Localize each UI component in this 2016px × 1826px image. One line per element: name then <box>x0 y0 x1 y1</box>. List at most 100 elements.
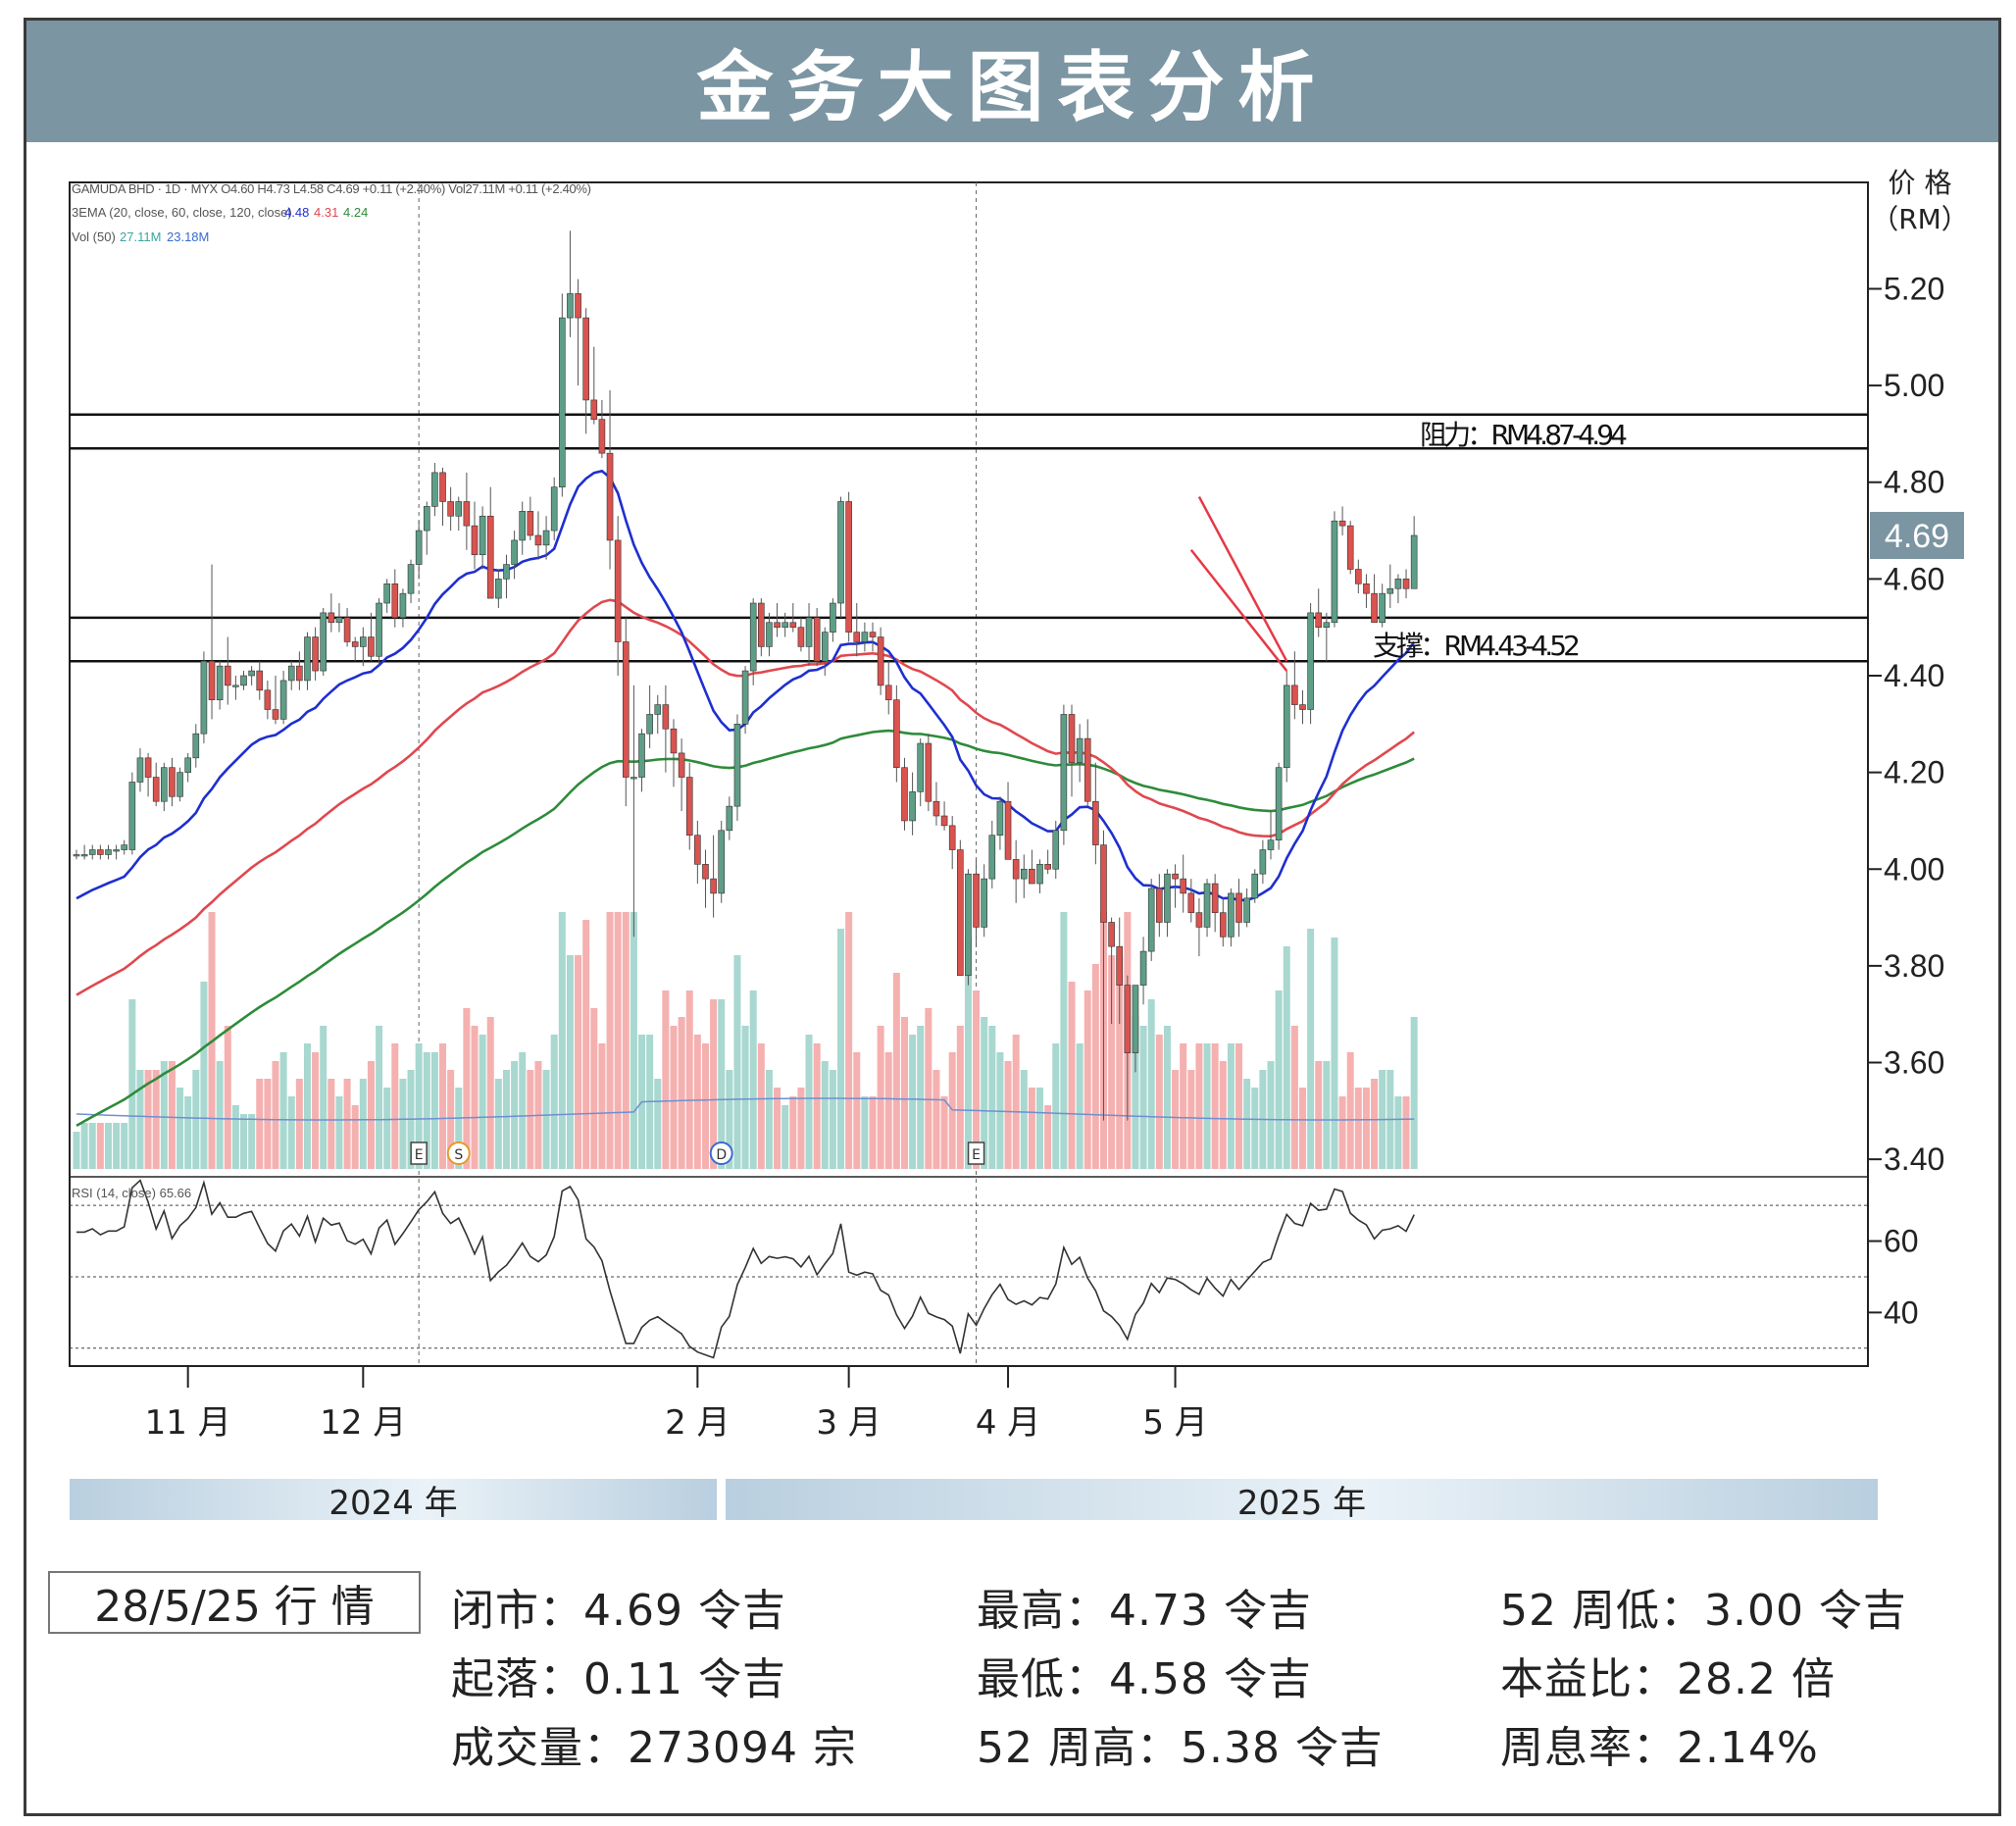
volume-bar <box>1132 1017 1139 1169</box>
volume-bar <box>909 1035 917 1169</box>
volume-bar <box>463 1008 471 1169</box>
volume-bar <box>128 999 136 1169</box>
volume-bar <box>88 1123 96 1169</box>
candle-body <box>407 564 415 594</box>
volume-bar <box>622 912 630 1169</box>
volume-bar <box>383 1088 391 1169</box>
volume-bar <box>1012 1035 1020 1169</box>
candle-body <box>335 617 343 624</box>
volume-bar <box>527 1070 534 1169</box>
candle-body <box>965 873 972 977</box>
volume-bar <box>1298 1088 1306 1169</box>
candle-body <box>1139 950 1147 986</box>
candle-body <box>399 592 407 619</box>
volume-bar <box>1346 1052 1354 1169</box>
candle-body <box>1020 868 1028 880</box>
volume-bar <box>693 1035 701 1169</box>
candle-body <box>264 689 272 710</box>
volume-bar <box>1402 1096 1410 1169</box>
volume-bar <box>1267 1061 1275 1169</box>
volume-bar <box>590 1008 598 1169</box>
candle-body <box>630 777 637 780</box>
candle-body <box>224 665 231 686</box>
volume-bar <box>279 1052 287 1169</box>
volume-bar <box>1147 999 1155 1169</box>
volume-bar <box>494 1079 502 1169</box>
candle-body <box>893 699 900 768</box>
candle-body <box>216 665 224 700</box>
candle-body <box>940 815 948 827</box>
volume-bar <box>168 1061 176 1169</box>
month-label-4: 4 月 <box>976 1403 1040 1443</box>
volume-bar <box>1251 1088 1259 1169</box>
candle-body <box>1172 873 1179 880</box>
candle-body <box>1068 714 1076 764</box>
stat-pe: 本益比：28.2 倍 <box>1500 1654 1836 1704</box>
candle-body <box>981 878 987 928</box>
candle-body <box>694 835 701 865</box>
candle-body <box>136 757 144 783</box>
candle-body <box>368 636 375 657</box>
stat-close: 闭市：4.69 令吉 <box>451 1586 786 1636</box>
candle-body <box>1386 587 1394 594</box>
legend-line-1: GAMUDA BHD · 1D · MYX O4.60 H4.73 L4.58 … <box>72 181 591 196</box>
volume-bar <box>718 999 726 1169</box>
volume-bar <box>781 1105 789 1169</box>
volume-bar <box>1338 1096 1346 1169</box>
volume-bar <box>471 1026 479 1169</box>
volume-bar <box>1283 946 1290 1169</box>
candle-body <box>1267 839 1275 850</box>
rsi-line <box>76 1179 1415 1359</box>
candle-body <box>1346 525 1354 570</box>
candle-body <box>1036 864 1043 885</box>
legend-ema-label: 3EMA (20, close, 60, close, 120, close) <box>72 205 292 220</box>
candle-body <box>948 825 956 850</box>
volume-bar <box>423 1052 430 1169</box>
candle-body <box>988 835 996 880</box>
volume-bar <box>1354 1088 1362 1169</box>
volume-bar <box>447 1070 455 1169</box>
volume-bar <box>550 1035 558 1169</box>
candle-body <box>1379 592 1386 624</box>
title-banner: 金务大图表分析 <box>26 21 1998 142</box>
candle-body <box>1029 868 1035 885</box>
volume-bar <box>932 1070 940 1169</box>
candle-body <box>1180 878 1186 894</box>
candle-body <box>1251 873 1259 899</box>
candle-body <box>1012 859 1020 880</box>
candle-body <box>781 622 788 628</box>
ema-60-line <box>76 598 1416 996</box>
legend-ema-value-1: 4.31 <box>314 205 338 220</box>
candle-body <box>1228 892 1235 938</box>
candle-body <box>884 685 892 700</box>
volume-bar <box>1155 1035 1163 1169</box>
candle-body <box>1164 873 1171 923</box>
candle-body <box>805 617 813 647</box>
volume-bar <box>351 1105 359 1169</box>
volume-bar <box>104 1123 112 1169</box>
candle-body <box>376 602 382 657</box>
candle-body <box>232 685 239 687</box>
volume-bar <box>391 1043 399 1169</box>
support-label: 支撑：RM4.43-4.52 <box>1373 630 1581 662</box>
volume-bar <box>566 955 574 1169</box>
candle-body <box>837 501 844 604</box>
candle-body <box>304 636 311 682</box>
candle-body <box>973 873 980 928</box>
candle-body <box>901 767 908 822</box>
price-tick-label-8: 3.60 <box>1884 1045 1944 1081</box>
year-label-2024: 2024 年 <box>70 1479 717 1523</box>
lower-trendline <box>1189 549 1288 672</box>
volume-bar <box>415 1043 423 1169</box>
candle-body <box>925 742 932 802</box>
page-title: 金务大图表分析 <box>696 44 1329 132</box>
candle-body <box>654 704 662 715</box>
candle-body <box>527 511 534 536</box>
candle-body <box>1259 849 1267 875</box>
volume-bar <box>981 1017 988 1169</box>
event-marker-0: E <box>415 1147 424 1163</box>
volume-bar <box>1195 1043 1203 1169</box>
event-marker-2: D <box>716 1147 727 1163</box>
month-label-1: 12 月 <box>320 1403 406 1443</box>
candle-body <box>917 742 925 792</box>
